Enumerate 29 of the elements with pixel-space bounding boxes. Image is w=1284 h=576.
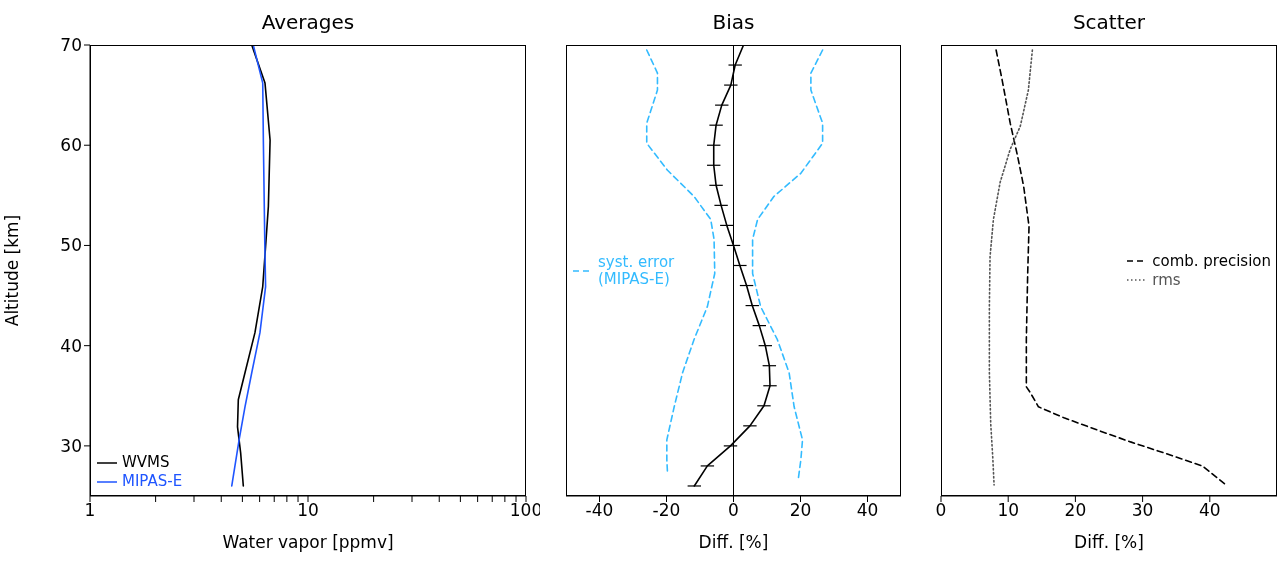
x-axis-title: Diff. [%] bbox=[1074, 532, 1144, 552]
x-tick-label: 20 bbox=[1064, 500, 1087, 521]
y-tick-label: 50 bbox=[60, 235, 82, 256]
x-tick-label: -20 bbox=[652, 500, 681, 521]
chart-title: Scatter bbox=[1071, 10, 1147, 34]
chart-title: Bias bbox=[711, 10, 756, 34]
x-tick-label: -40 bbox=[585, 500, 614, 521]
x-tick-label: 40 bbox=[856, 500, 879, 521]
chart-title: Averages bbox=[260, 10, 356, 34]
legend-label: syst. error (MIPAS-E) bbox=[598, 252, 676, 288]
legend-label: WVMS bbox=[122, 453, 170, 471]
x-tick-label: 10 bbox=[997, 500, 1020, 521]
x-axis-title: Water vapor [ppmv] bbox=[222, 532, 394, 552]
x-tick-label: 10 bbox=[297, 500, 319, 521]
x-tick-label: 20 bbox=[789, 500, 812, 521]
x-tick-label: 0 bbox=[728, 500, 739, 521]
y-axis-title: Altitude [km] bbox=[2, 214, 23, 327]
legend-label: comb. precision bbox=[1152, 251, 1271, 270]
x-tick-label: 0 bbox=[935, 500, 947, 521]
y-tick-label: 40 bbox=[60, 335, 82, 356]
legend-label: rms bbox=[1152, 270, 1181, 289]
x-tick-label: 1 bbox=[84, 500, 96, 521]
x-tick-label: 40 bbox=[1198, 500, 1221, 521]
x-axis-title: Diff. [%] bbox=[698, 532, 769, 552]
y-tick-label: 30 bbox=[60, 435, 82, 456]
x-tick-label: 30 bbox=[1131, 500, 1154, 521]
legend-label: MIPAS-E bbox=[122, 472, 183, 490]
y-tick-label: 70 bbox=[60, 35, 82, 56]
y-tick-label: 60 bbox=[60, 135, 82, 156]
